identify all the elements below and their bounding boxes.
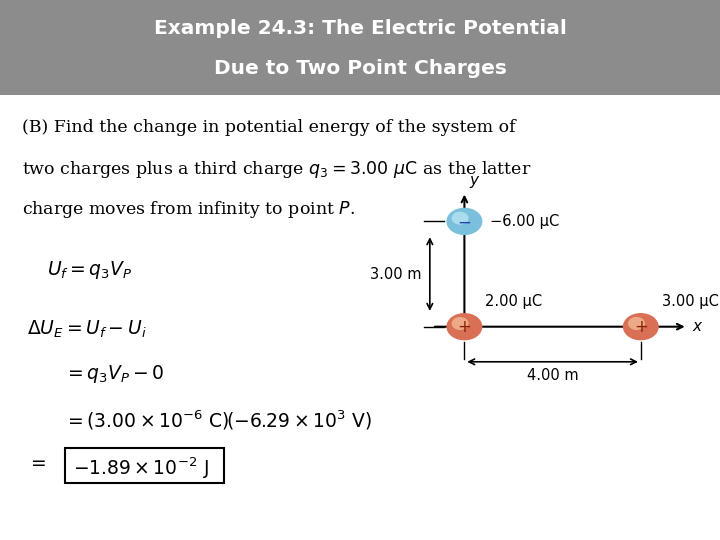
- Text: 3.00 μC: 3.00 μC: [662, 294, 719, 309]
- Text: $+$: $+$: [457, 318, 472, 336]
- Circle shape: [447, 314, 482, 340]
- Circle shape: [629, 318, 644, 329]
- Text: 3.00 m: 3.00 m: [369, 267, 421, 281]
- Circle shape: [452, 318, 468, 329]
- FancyBboxPatch shape: [65, 448, 224, 483]
- Text: two charges plus a third charge $q_3 = 3.00\ \mu\mathrm{C}$ as the latter: two charges plus a third charge $q_3 = 3…: [22, 159, 531, 180]
- Text: x: x: [693, 319, 701, 334]
- Text: $-1.89\times10^{-2}\ \mathrm{J}$: $-1.89\times10^{-2}\ \mathrm{J}$: [73, 456, 208, 481]
- Circle shape: [452, 212, 468, 224]
- Text: $+$: $+$: [634, 318, 648, 336]
- Text: $-$: $-$: [457, 212, 472, 231]
- Text: (B) Find the change in potential energy of the system of: (B) Find the change in potential energy …: [22, 119, 516, 136]
- Text: 2.00 μC: 2.00 μC: [485, 294, 542, 309]
- Text: $U_f = q_3 V_P$: $U_f = q_3 V_P$: [47, 259, 132, 281]
- Text: $=$: $=$: [27, 453, 47, 471]
- Text: $\quad\quad = q_3 V_P - 0$: $\quad\quad = q_3 V_P - 0$: [27, 363, 165, 386]
- Circle shape: [624, 314, 658, 340]
- Text: −6.00 μC: −6.00 μC: [490, 214, 559, 229]
- Text: $\quad\quad = \left(3.00\times10^{-6}\ \mathrm{C}\right)\!\left(-6.29\times10^{3: $\quad\quad = \left(3.00\times10^{-6}\ \…: [27, 408, 372, 432]
- Circle shape: [447, 208, 482, 234]
- Text: charge moves from infinity to point $P$.: charge moves from infinity to point $P$.: [22, 199, 355, 220]
- Text: $\Delta U_E = U_f - U_i$: $\Delta U_E = U_f - U_i$: [27, 319, 147, 340]
- Text: Example 24.3: The Electric Potential: Example 24.3: The Electric Potential: [153, 19, 567, 38]
- Text: y: y: [469, 173, 478, 188]
- Text: 4.00 m: 4.00 m: [527, 368, 578, 383]
- Text: Due to Two Point Charges: Due to Two Point Charges: [214, 58, 506, 78]
- Bar: [0, 0, 720, 94]
